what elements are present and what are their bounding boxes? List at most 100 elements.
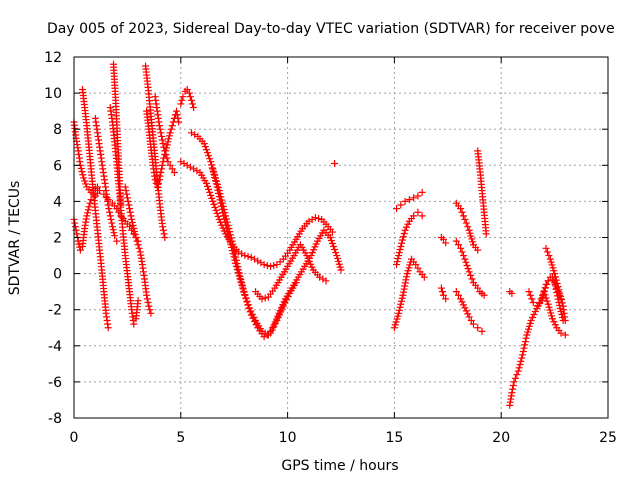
sat-r-point bbox=[398, 294, 406, 302]
sat-r-point bbox=[401, 279, 409, 287]
sat-ac-point bbox=[544, 277, 552, 285]
sat-ab-point bbox=[517, 357, 525, 365]
sat-ad-point bbox=[550, 318, 558, 326]
chart-title: Day 005 of 2023, Sidereal Day-to-day VTE… bbox=[47, 21, 615, 37]
sat-ad-point bbox=[541, 291, 549, 299]
sat-n-point bbox=[215, 187, 223, 195]
sat-q-point bbox=[418, 188, 426, 196]
sat-d-point bbox=[107, 215, 115, 223]
sat-b-point bbox=[84, 206, 92, 214]
y-tick-label: -2 bbox=[48, 303, 62, 319]
sat-x-point bbox=[464, 310, 472, 318]
sat-l-point bbox=[205, 185, 213, 193]
sat-i-point bbox=[174, 114, 182, 122]
sat-r-point bbox=[420, 273, 428, 281]
sat-w-point bbox=[474, 284, 482, 292]
sat-a-point bbox=[77, 164, 85, 172]
sat-n-point bbox=[225, 224, 233, 232]
sat-m-point bbox=[200, 140, 208, 148]
sat-n-point bbox=[245, 304, 253, 312]
sat-n-point bbox=[243, 298, 251, 306]
sat-ae-point bbox=[556, 289, 564, 297]
sat-k-point bbox=[186, 93, 194, 101]
y-tick-label: 10 bbox=[44, 86, 62, 102]
x-tick-label: 5 bbox=[176, 430, 185, 446]
axis-ticks: 0 5 10 15 20 25 -8 -6 -4 -2 0 2 4 6 8 10 12 bbox=[44, 50, 617, 446]
sat-g-point bbox=[124, 197, 132, 205]
sat-g-point bbox=[131, 227, 139, 235]
sat-r-point bbox=[402, 276, 410, 284]
sat-n-point bbox=[271, 320, 279, 328]
sat-n-point bbox=[220, 206, 228, 214]
sat-ae-point bbox=[552, 276, 560, 284]
sat-j-point bbox=[164, 158, 172, 166]
sat-o-point bbox=[319, 275, 327, 283]
sat-g-point bbox=[132, 234, 140, 241]
sat-c-point bbox=[104, 324, 112, 332]
sat-ab-point bbox=[527, 317, 535, 325]
sat-i-point bbox=[165, 135, 173, 143]
sat-g-point bbox=[135, 244, 143, 252]
sat-k-point bbox=[190, 104, 198, 112]
sat-n-point bbox=[218, 199, 226, 207]
sat-s-point bbox=[398, 239, 406, 247]
sat-j-point bbox=[158, 136, 166, 144]
sat-r-point bbox=[400, 285, 408, 293]
sat-n-point bbox=[236, 272, 244, 280]
sat-n-point bbox=[283, 296, 291, 304]
sat-ad-point bbox=[548, 315, 556, 323]
sat-n-point bbox=[268, 326, 276, 334]
sat-l-point bbox=[315, 215, 323, 223]
sat-s-point bbox=[418, 212, 426, 220]
sat-ac-point bbox=[542, 280, 550, 288]
sat-j-point bbox=[157, 129, 165, 137]
sat-u-point bbox=[437, 284, 445, 292]
sat-n-point bbox=[217, 193, 225, 201]
sat-j-point bbox=[160, 143, 168, 151]
sat-o-point bbox=[261, 294, 269, 302]
sat-ae-point bbox=[555, 286, 563, 294]
sat-g-point bbox=[143, 295, 151, 303]
sat-b-point bbox=[71, 219, 79, 227]
sat-aa-point bbox=[508, 289, 516, 297]
sat-d-point bbox=[104, 201, 112, 209]
sat-r-point bbox=[401, 282, 409, 290]
sat-ae-point bbox=[553, 279, 561, 287]
sat-g-point bbox=[130, 224, 138, 232]
sat-b-point bbox=[83, 212, 91, 220]
sat-i-point bbox=[168, 122, 176, 130]
sat-j-point bbox=[163, 154, 171, 162]
sat-n-point bbox=[210, 168, 218, 176]
sat-i-point bbox=[164, 138, 172, 146]
sat-q-point bbox=[393, 205, 401, 213]
sat-m-point bbox=[187, 129, 195, 137]
sat-d-point bbox=[110, 229, 118, 237]
sat-n-point bbox=[246, 308, 254, 316]
sat-ab-point bbox=[514, 367, 522, 375]
sat-f-point bbox=[117, 201, 125, 209]
sat-l-point bbox=[209, 197, 217, 205]
sat-j-point bbox=[170, 169, 178, 177]
sat-n-point bbox=[224, 221, 232, 229]
sat-m-point bbox=[205, 152, 213, 160]
sat-g-point bbox=[131, 230, 139, 238]
sat-q-point bbox=[414, 192, 422, 200]
sat-w-point bbox=[461, 255, 469, 263]
sat-z-point bbox=[480, 291, 488, 299]
sat-g-point bbox=[133, 237, 141, 245]
sat-g-point bbox=[128, 215, 136, 223]
sat-n-point bbox=[213, 177, 221, 185]
sat-m-point bbox=[326, 234, 334, 241]
sat-n-point bbox=[226, 228, 234, 236]
sat-a-point bbox=[78, 168, 86, 176]
sat-ac-point bbox=[526, 291, 534, 299]
sat-g-point bbox=[122, 187, 130, 195]
sat-ae-point bbox=[542, 244, 550, 252]
sat-w-point bbox=[464, 265, 472, 273]
sat-n-point bbox=[250, 317, 258, 325]
sat-l-point bbox=[257, 259, 265, 267]
sat-b-point bbox=[76, 246, 84, 254]
sat-w-point bbox=[454, 241, 462, 249]
sat-w-point bbox=[462, 258, 470, 266]
sat-l-point bbox=[311, 214, 319, 222]
